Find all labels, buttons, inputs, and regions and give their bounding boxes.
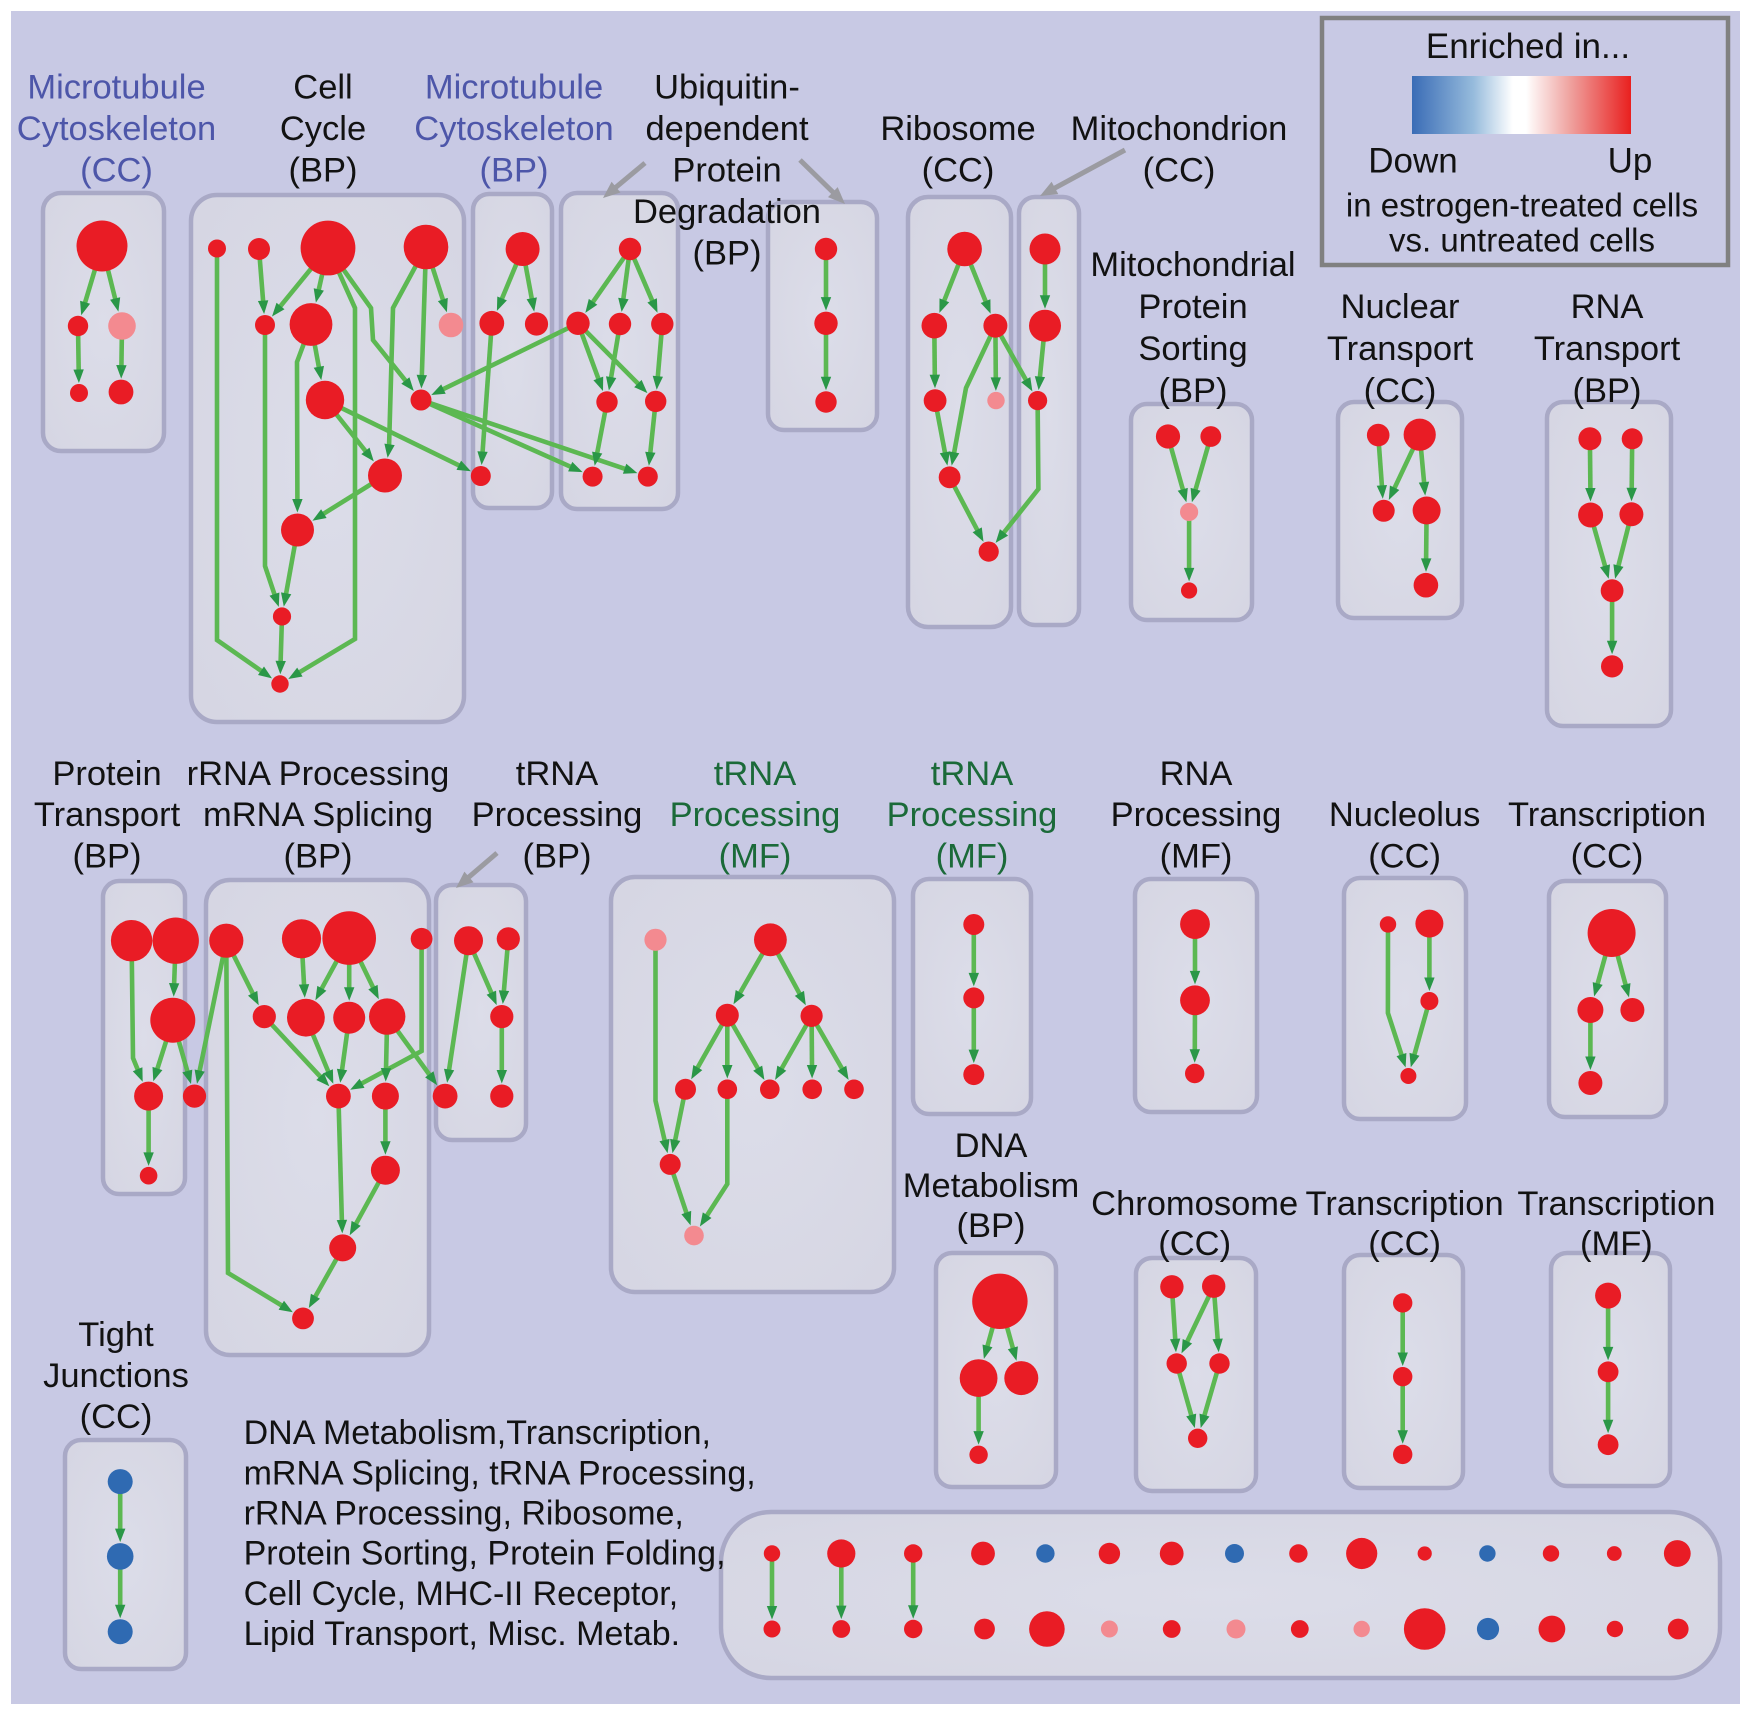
svg-text:(BP): (BP) (1573, 372, 1642, 410)
svg-text:in estrogen-treated cells: in estrogen-treated cells (1346, 187, 1698, 224)
svg-text:Cell: Cell (293, 69, 352, 107)
svg-text:(BP): (BP) (523, 838, 592, 876)
svg-text:tRNA: tRNA (714, 755, 796, 793)
svg-text:(CC): (CC) (922, 152, 995, 190)
svg-text:mRNA Splicing, tRNA Processing: mRNA Splicing, tRNA Processing, (244, 1454, 756, 1492)
svg-text:(MF): (MF) (936, 838, 1009, 876)
svg-text:Processing: Processing (670, 796, 841, 834)
svg-text:(CC): (CC) (1571, 838, 1644, 876)
svg-text:Cytoskeleton: Cytoskeleton (414, 110, 613, 148)
svg-text:Cycle: Cycle (280, 110, 366, 148)
svg-text:(BP): (BP) (1159, 372, 1228, 410)
svg-text:(CC): (CC) (1143, 152, 1216, 190)
svg-text:RNA: RNA (1160, 755, 1233, 793)
svg-text:(BP): (BP) (480, 152, 549, 190)
svg-text:Junctions: Junctions (43, 1357, 189, 1395)
svg-text:tRNA: tRNA (516, 755, 598, 793)
svg-text:Nuclear: Nuclear (1341, 288, 1460, 326)
svg-text:(CC): (CC) (1158, 1225, 1231, 1263)
svg-text:Mitochondrial: Mitochondrial (1090, 246, 1295, 284)
svg-text:(BP): (BP) (289, 152, 358, 190)
svg-text:DNA: DNA (955, 1127, 1028, 1165)
svg-text:(CC): (CC) (80, 1398, 153, 1436)
svg-text:Metabolism: Metabolism (903, 1167, 1079, 1205)
svg-text:Nucleolus: Nucleolus (1329, 796, 1481, 834)
svg-text:Protein Sorting, Protein Foldi: Protein Sorting, Protein Folding, (244, 1535, 726, 1573)
svg-text:Enriched in...: Enriched in... (1426, 27, 1630, 66)
svg-text:vs. untreated cells: vs. untreated cells (1389, 222, 1655, 259)
svg-text:DNA Metabolism,Transcription,: DNA Metabolism,Transcription, (244, 1414, 711, 1452)
svg-text:(CC): (CC) (1368, 1225, 1441, 1263)
svg-text:Protein: Protein (1138, 288, 1247, 326)
svg-text:rRNA Processing: rRNA Processing (187, 755, 450, 793)
svg-text:(BP): (BP) (957, 1207, 1026, 1245)
svg-text:Tight: Tight (78, 1316, 154, 1354)
svg-text:Sorting: Sorting (1138, 330, 1247, 368)
svg-text:dependent: dependent (645, 110, 808, 148)
svg-text:(MF): (MF) (1580, 1225, 1653, 1263)
svg-text:(BP): (BP) (693, 235, 762, 273)
svg-text:Degradation: Degradation (633, 193, 821, 231)
svg-text:mRNA Splicing: mRNA Splicing (203, 796, 433, 834)
svg-text:Cytoskeleton: Cytoskeleton (17, 110, 216, 148)
svg-text:Processing: Processing (472, 796, 643, 834)
svg-text:RNA: RNA (1571, 288, 1644, 326)
svg-text:tRNA: tRNA (931, 755, 1013, 793)
svg-text:Processing: Processing (1111, 796, 1282, 834)
svg-text:Transport: Transport (1534, 330, 1681, 368)
svg-text:Ubiquitin-: Ubiquitin- (654, 69, 800, 107)
svg-text:Microtubule: Microtubule (27, 69, 205, 107)
svg-text:(BP): (BP) (284, 838, 353, 876)
svg-text:Up: Up (1608, 141, 1653, 180)
svg-text:Mitochondrion: Mitochondrion (1071, 110, 1288, 148)
svg-text:Transcription: Transcription (1517, 1185, 1715, 1223)
svg-text:rRNA Processing, Ribosome,: rRNA Processing, Ribosome, (244, 1495, 684, 1533)
svg-text:(MF): (MF) (719, 838, 792, 876)
svg-text:(CC): (CC) (1364, 372, 1437, 410)
svg-text:(MF): (MF) (1160, 838, 1233, 876)
svg-text:Processing: Processing (887, 796, 1058, 834)
svg-text:(BP): (BP) (73, 838, 142, 876)
svg-text:Transcription: Transcription (1306, 1185, 1504, 1223)
svg-text:Transcription: Transcription (1508, 796, 1706, 834)
svg-text:Ribosome: Ribosome (880, 110, 1035, 148)
svg-text:Transport: Transport (1327, 330, 1474, 368)
svg-text:(CC): (CC) (1368, 838, 1441, 876)
svg-text:Down: Down (1368, 141, 1457, 180)
svg-text:(CC): (CC) (80, 152, 153, 190)
svg-text:Lipid Transport, Misc. Metab.: Lipid Transport, Misc. Metab. (244, 1615, 681, 1653)
svg-text:Microtubule: Microtubule (425, 69, 603, 107)
svg-text:Transport: Transport (34, 796, 181, 834)
svg-text:Chromosome: Chromosome (1091, 1185, 1298, 1223)
svg-text:Protein: Protein (52, 755, 161, 793)
svg-text:Cell Cycle, MHC-II Receptor,: Cell Cycle, MHC-II Receptor, (244, 1575, 679, 1613)
svg-text:Protein: Protein (672, 152, 781, 190)
